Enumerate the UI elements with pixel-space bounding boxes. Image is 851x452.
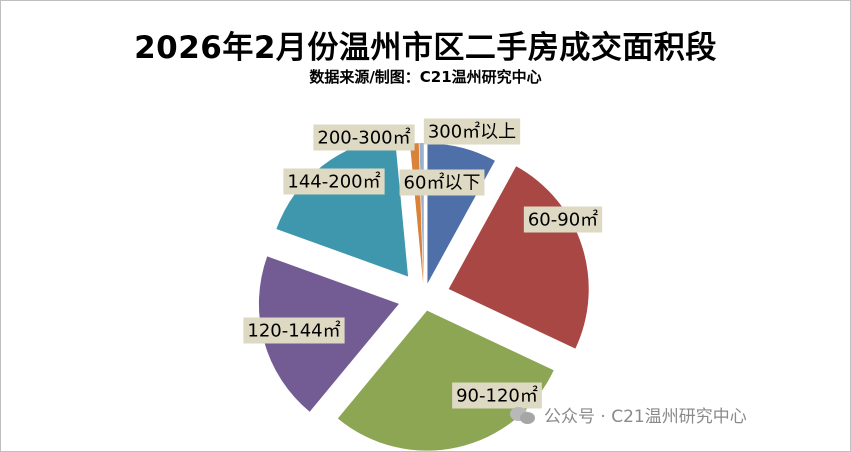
- slice-label: 200-300㎡: [313, 124, 415, 151]
- slice-label-box: [283, 168, 385, 195]
- slice-label-text: 60㎡以下: [404, 172, 481, 194]
- wechat-icon: [510, 405, 536, 425]
- chart-title: 2026年2月份温州市区二手房成交面积段: [134, 30, 717, 66]
- slice-label-box: [399, 169, 485, 196]
- watermark: 公众号 · C21温州研究中心: [510, 402, 747, 427]
- watermark-text: 公众号 · C21温州研究中心: [544, 407, 747, 427]
- slice-label: 60-90㎡: [523, 206, 603, 233]
- slice-label-text: 144-200㎡: [287, 171, 380, 193]
- slice-label-text: 60-90㎡: [528, 209, 598, 231]
- slice-label: 300㎡以上: [423, 118, 521, 145]
- slice-label-box: [423, 118, 521, 145]
- slice-label-text: 300㎡以上: [428, 121, 516, 143]
- slice-label-text: 90-120㎡: [456, 385, 538, 407]
- slice-label: 120-144㎡: [243, 317, 345, 344]
- slice-label-box: [523, 206, 603, 233]
- slice-label-box: [313, 124, 415, 151]
- slice-label: 90-120㎡: [452, 382, 542, 409]
- pie-slice: [276, 137, 409, 277]
- slice-label: 60㎡以下: [399, 169, 485, 196]
- pie-slice: [337, 310, 554, 451]
- slice-label-text: 120-144㎡: [247, 320, 340, 342]
- chart-subtitle: 数据来源/制图：C21温州研究中心: [309, 68, 542, 86]
- slice-label-box: [243, 317, 345, 344]
- slice-label-text: 200-300㎡: [317, 127, 410, 149]
- slice-label-box: [452, 382, 542, 409]
- slice-label: 144-200㎡: [283, 168, 385, 195]
